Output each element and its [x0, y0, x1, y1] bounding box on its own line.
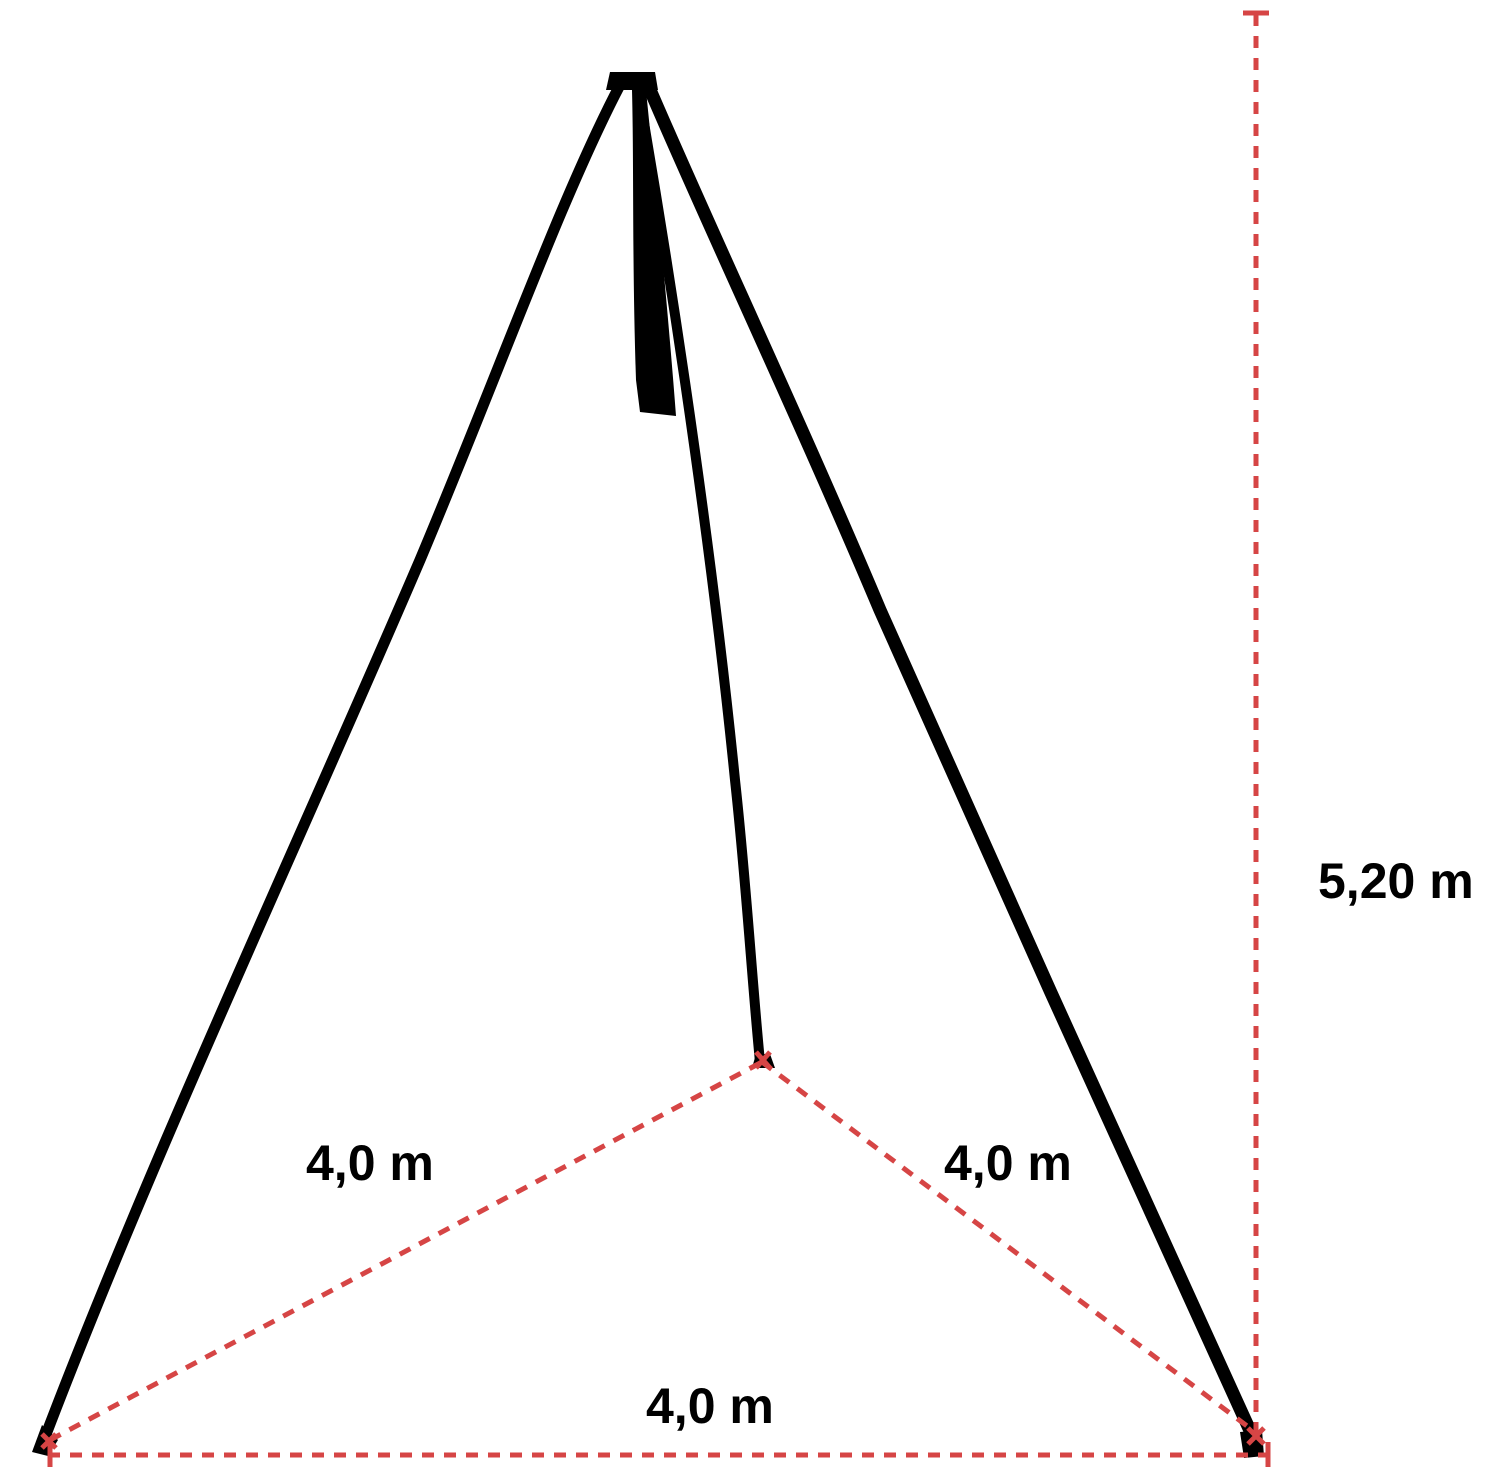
rear-leg — [633, 83, 765, 1067]
height-label: 5,20 m — [1318, 853, 1474, 909]
right-foot-marker — [1246, 1426, 1266, 1446]
right-edge-label: 4,0 m — [944, 1135, 1072, 1191]
right-leg — [641, 78, 1259, 1442]
left-leg — [36, 79, 626, 1451]
left-foot-marker — [40, 1432, 58, 1450]
base-edge-label: 4,0 m — [646, 1378, 774, 1434]
rear-leg-sleeve — [632, 90, 676, 416]
rear-foot-marker — [754, 1050, 772, 1070]
dimension-lines — [40, 10, 1271, 1467]
left-edge-dimension-line — [48, 1059, 764, 1443]
right-edge-dimension-line — [760, 1060, 1257, 1434]
left-edge-label: 4,0 m — [306, 1135, 434, 1191]
